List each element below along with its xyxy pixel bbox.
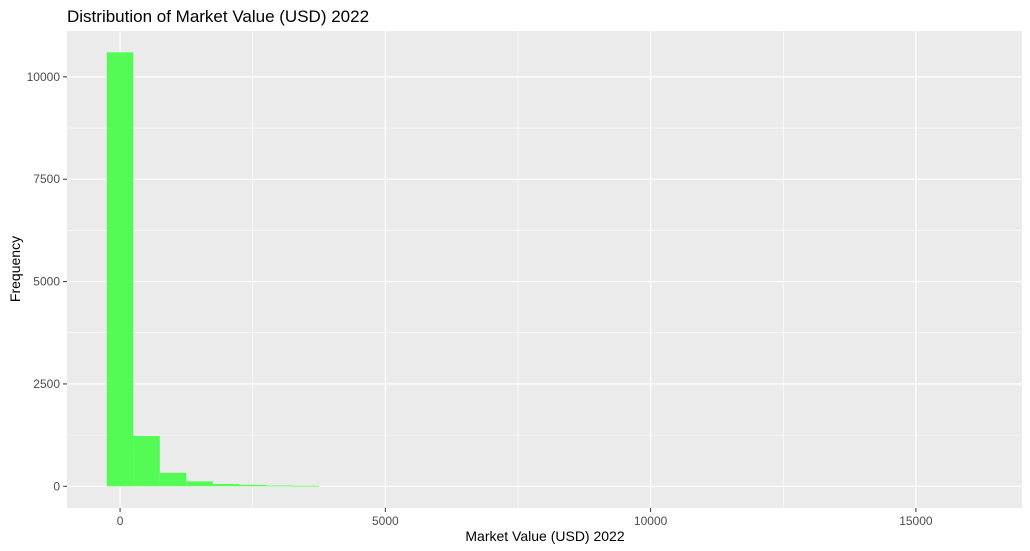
x-tick-label: 0	[117, 514, 124, 528]
y-axis-title: Frequency	[7, 236, 23, 302]
x-tick-label: 10000	[634, 514, 668, 528]
histogram-bar-3	[186, 481, 213, 487]
y-tick-label: 0	[53, 479, 60, 493]
y-tick-label: 7500	[33, 172, 60, 186]
minor-gridlines	[67, 31, 1022, 508]
plot-panel	[67, 31, 1022, 508]
histogram-bar-7	[292, 485, 320, 487]
y-axis-ticks: 0 2500 5000 7500 10000	[27, 70, 67, 493]
histogram-bar-0	[106, 52, 134, 487]
y-tick-label: 2500	[33, 377, 60, 391]
histogram-bar-4	[212, 484, 240, 487]
x-axis-title: Market Value (USD) 2022	[465, 528, 624, 544]
x-tick-label: 5000	[372, 514, 399, 528]
histogram-bar-2	[159, 472, 187, 487]
y-tick-label: 5000	[33, 275, 60, 289]
chart-title: Distribution of Market Value (USD) 2022	[67, 7, 369, 26]
histogram-bar-1	[133, 435, 160, 487]
x-tick-label: 15000	[899, 514, 933, 528]
x-axis-ticks: 0 5000 10000 15000	[117, 508, 933, 528]
histogram-bar-6	[265, 485, 293, 487]
y-tick-label: 10000	[27, 70, 61, 84]
histogram-bars	[106, 52, 320, 487]
histogram-bar-5	[239, 484, 266, 487]
